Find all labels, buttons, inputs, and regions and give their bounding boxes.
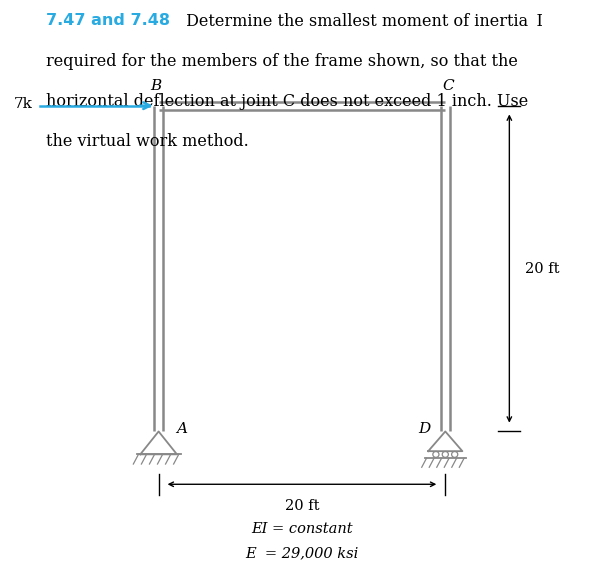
Text: E  = 29,000 ksi: E = 29,000 ksi — [245, 546, 359, 560]
Text: required for the members of the frame shown, so that the: required for the members of the frame sh… — [46, 53, 518, 70]
Text: B: B — [150, 79, 161, 93]
Text: 7k: 7k — [13, 97, 32, 111]
Text: 20 ft: 20 ft — [525, 262, 559, 275]
Text: Determine the smallest moment of inertia  I: Determine the smallest moment of inertia… — [181, 13, 543, 30]
Text: C: C — [442, 79, 454, 93]
Text: EI = constant: EI = constant — [251, 522, 353, 537]
Text: A: A — [176, 421, 187, 436]
Text: 20 ft: 20 ft — [285, 499, 319, 513]
Text: D: D — [418, 421, 430, 436]
Text: horizontal deflection at joint C does not exceed 1 inch. Use: horizontal deflection at joint C does no… — [46, 93, 528, 110]
Text: 7.47 and 7.48: 7.47 and 7.48 — [46, 13, 170, 28]
Text: the virtual work method.: the virtual work method. — [46, 133, 248, 150]
